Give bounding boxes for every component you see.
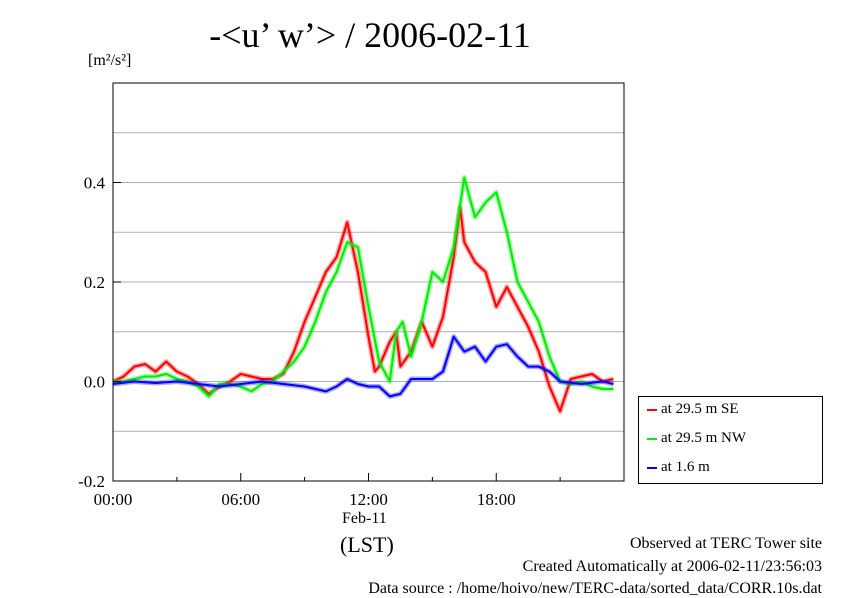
series-halo-1 xyxy=(113,175,614,399)
legend-item-low: at 1.6 m xyxy=(647,459,710,476)
axis-ticks: -0.2 0.0 0.2 0.4 00:00 06:00 12:00 18:00 xyxy=(78,174,561,509)
chart-title: -<u’ w’> / 2006-02-11 xyxy=(209,15,531,55)
series-lines xyxy=(111,175,614,414)
series-line-2 xyxy=(112,335,614,398)
y-axis-unit: [m²/s²] xyxy=(88,52,132,69)
legend-item-nw: at 29.5 m NW xyxy=(647,430,746,447)
legend-swatch-low xyxy=(647,466,657,469)
series-line-0 xyxy=(112,206,614,413)
legend-label-nw: at 29.5 m NW xyxy=(661,430,746,446)
footer-source: Data source : /home/hoivo/new/TERC-data/… xyxy=(368,580,822,597)
x-date-label: Feb-11 xyxy=(342,510,387,527)
footer-created: Created Automatically at 2006-02-11/23:5… xyxy=(522,558,822,575)
x-tick-label: 00:00 xyxy=(94,490,133,509)
x-timezone-label: (LST) xyxy=(340,532,394,557)
x-tick-label: 12:00 xyxy=(349,490,388,509)
legend-swatch-se xyxy=(647,408,657,411)
y-tick-label: 0.0 xyxy=(84,373,105,392)
x-tick-label: 06:00 xyxy=(221,490,260,509)
footer-observed: Observed at TERC Tower site xyxy=(629,535,822,552)
legend: at 29.5 m SE at 29.5 m NW at 1.6 m xyxy=(638,396,823,484)
legend-label-low: at 1.6 m xyxy=(661,459,710,475)
y-tick-label: 0.4 xyxy=(84,174,106,193)
grid-lines xyxy=(113,132,624,432)
legend-item-se: at 29.5 m SE xyxy=(647,401,739,418)
x-tick-label: 18:00 xyxy=(477,490,516,509)
legend-label-se: at 29.5 m SE xyxy=(661,401,739,417)
series-line-1 xyxy=(113,176,614,398)
y-tick-label: -0.2 xyxy=(78,472,105,491)
y-tick-label: 0.2 xyxy=(84,273,105,292)
legend-swatch-nw xyxy=(647,437,657,440)
